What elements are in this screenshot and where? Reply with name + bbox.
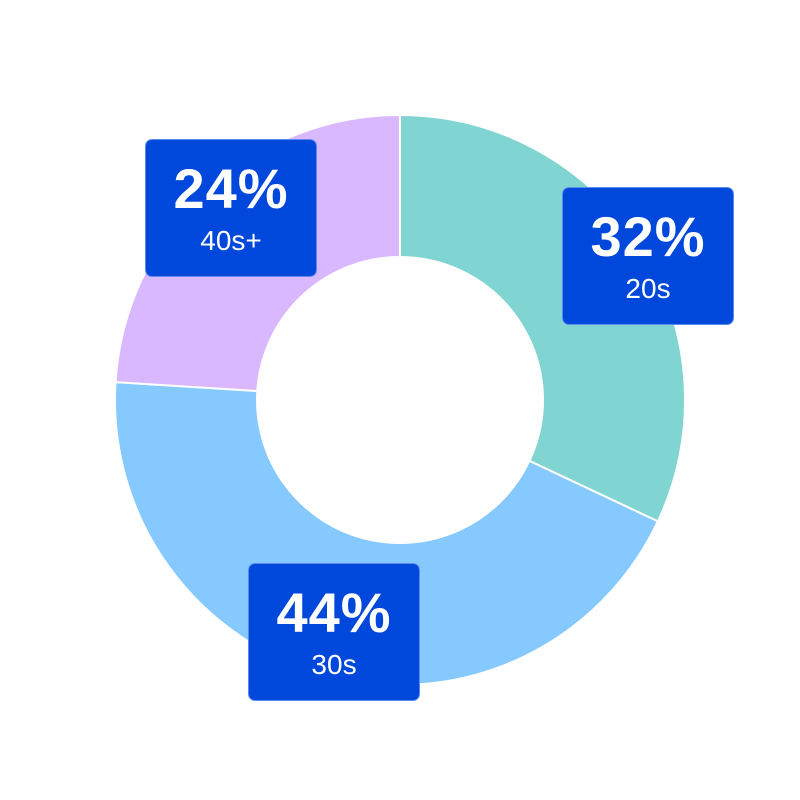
data-label-category-40s-plus: 40s+ — [200, 225, 262, 256]
data-label-category-20s: 20s — [625, 273, 671, 304]
data-label-category-30s: 30s — [311, 649, 357, 680]
data-label-value-20s: 32% — [590, 205, 706, 268]
data-label-20s: 32% 20s — [563, 188, 733, 324]
data-label-30s: 44% 30s — [249, 564, 419, 700]
data-label-value-30s: 44% — [276, 581, 392, 644]
data-label-40s-plus: 24% 40s+ — [146, 140, 316, 276]
data-label-value-40s-plus: 24% — [173, 157, 289, 220]
